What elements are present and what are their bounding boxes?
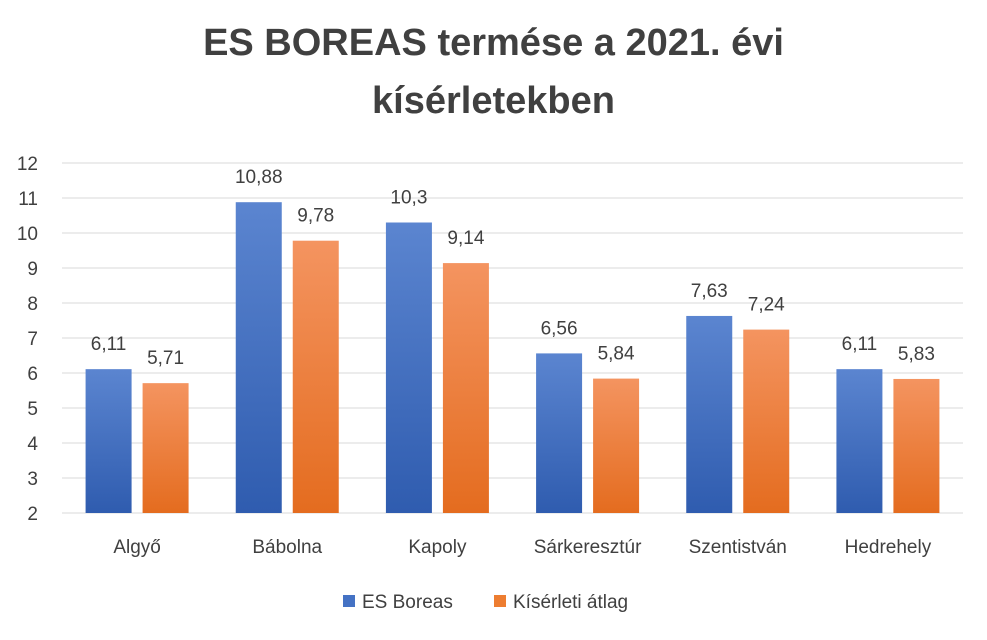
data-label: 9,14 xyxy=(447,228,484,249)
bar-kiserleti-atlag xyxy=(893,378,940,513)
y-tick-label: 4 xyxy=(27,434,38,455)
y-tick-label: 11 xyxy=(18,189,38,210)
category-label: Sárkeresztúr xyxy=(534,537,642,558)
y-tick-label: 6 xyxy=(27,364,38,385)
data-label: 7,63 xyxy=(691,281,728,302)
y-tick-label: 9 xyxy=(27,259,38,280)
data-label: 7,24 xyxy=(748,295,785,316)
data-label: 10,3 xyxy=(390,188,427,209)
y-tick-label: 8 xyxy=(27,294,38,315)
y-tick-label: 2 xyxy=(27,504,38,525)
y-tick-label: 5 xyxy=(27,399,38,420)
y-tick-label: 10 xyxy=(17,224,38,245)
bar-kiserleti-atlag xyxy=(142,383,189,513)
category-label: Bábolna xyxy=(252,537,322,558)
y-tick-label: 12 xyxy=(17,154,38,175)
bar-kiserleti-atlag xyxy=(593,378,640,513)
y-tick-label: 3 xyxy=(27,469,38,490)
bar-kiserleti-atlag xyxy=(442,263,489,513)
category-label: Algyő xyxy=(113,537,161,558)
legend-swatch xyxy=(343,595,355,607)
chart-title-line-1: ES BOREAS termése a 2021. évi xyxy=(203,22,784,64)
bar-es-boreas xyxy=(686,315,733,513)
legend-label: Kísérleti átlag xyxy=(513,592,628,613)
bar-kiserleti-atlag xyxy=(743,329,790,513)
data-label: 6,11 xyxy=(842,334,878,355)
bar-es-boreas xyxy=(235,202,282,513)
data-label: 6,11 xyxy=(91,334,127,355)
bar-kiserleti-atlag xyxy=(292,240,339,513)
data-label: 10,88 xyxy=(235,167,283,188)
legend-label: ES Boreas xyxy=(362,592,453,613)
data-label: 6,56 xyxy=(541,318,578,339)
chart-title-line-2: kísérletekben xyxy=(372,80,615,122)
category-label: Szentistván xyxy=(689,537,787,558)
category-label: Kapoly xyxy=(408,537,467,558)
bar-es-boreas xyxy=(85,369,132,513)
bar-es-boreas xyxy=(836,369,883,513)
y-tick-label: 7 xyxy=(27,329,38,350)
legend-swatch xyxy=(494,595,506,607)
bar-es-boreas xyxy=(385,222,432,513)
data-label: 5,84 xyxy=(598,344,635,365)
data-label: 5,83 xyxy=(898,344,935,365)
data-label: 9,78 xyxy=(297,206,334,227)
bar-es-boreas xyxy=(536,353,583,513)
category-label: Hedrehely xyxy=(845,537,932,558)
data-label: 5,71 xyxy=(147,348,184,369)
